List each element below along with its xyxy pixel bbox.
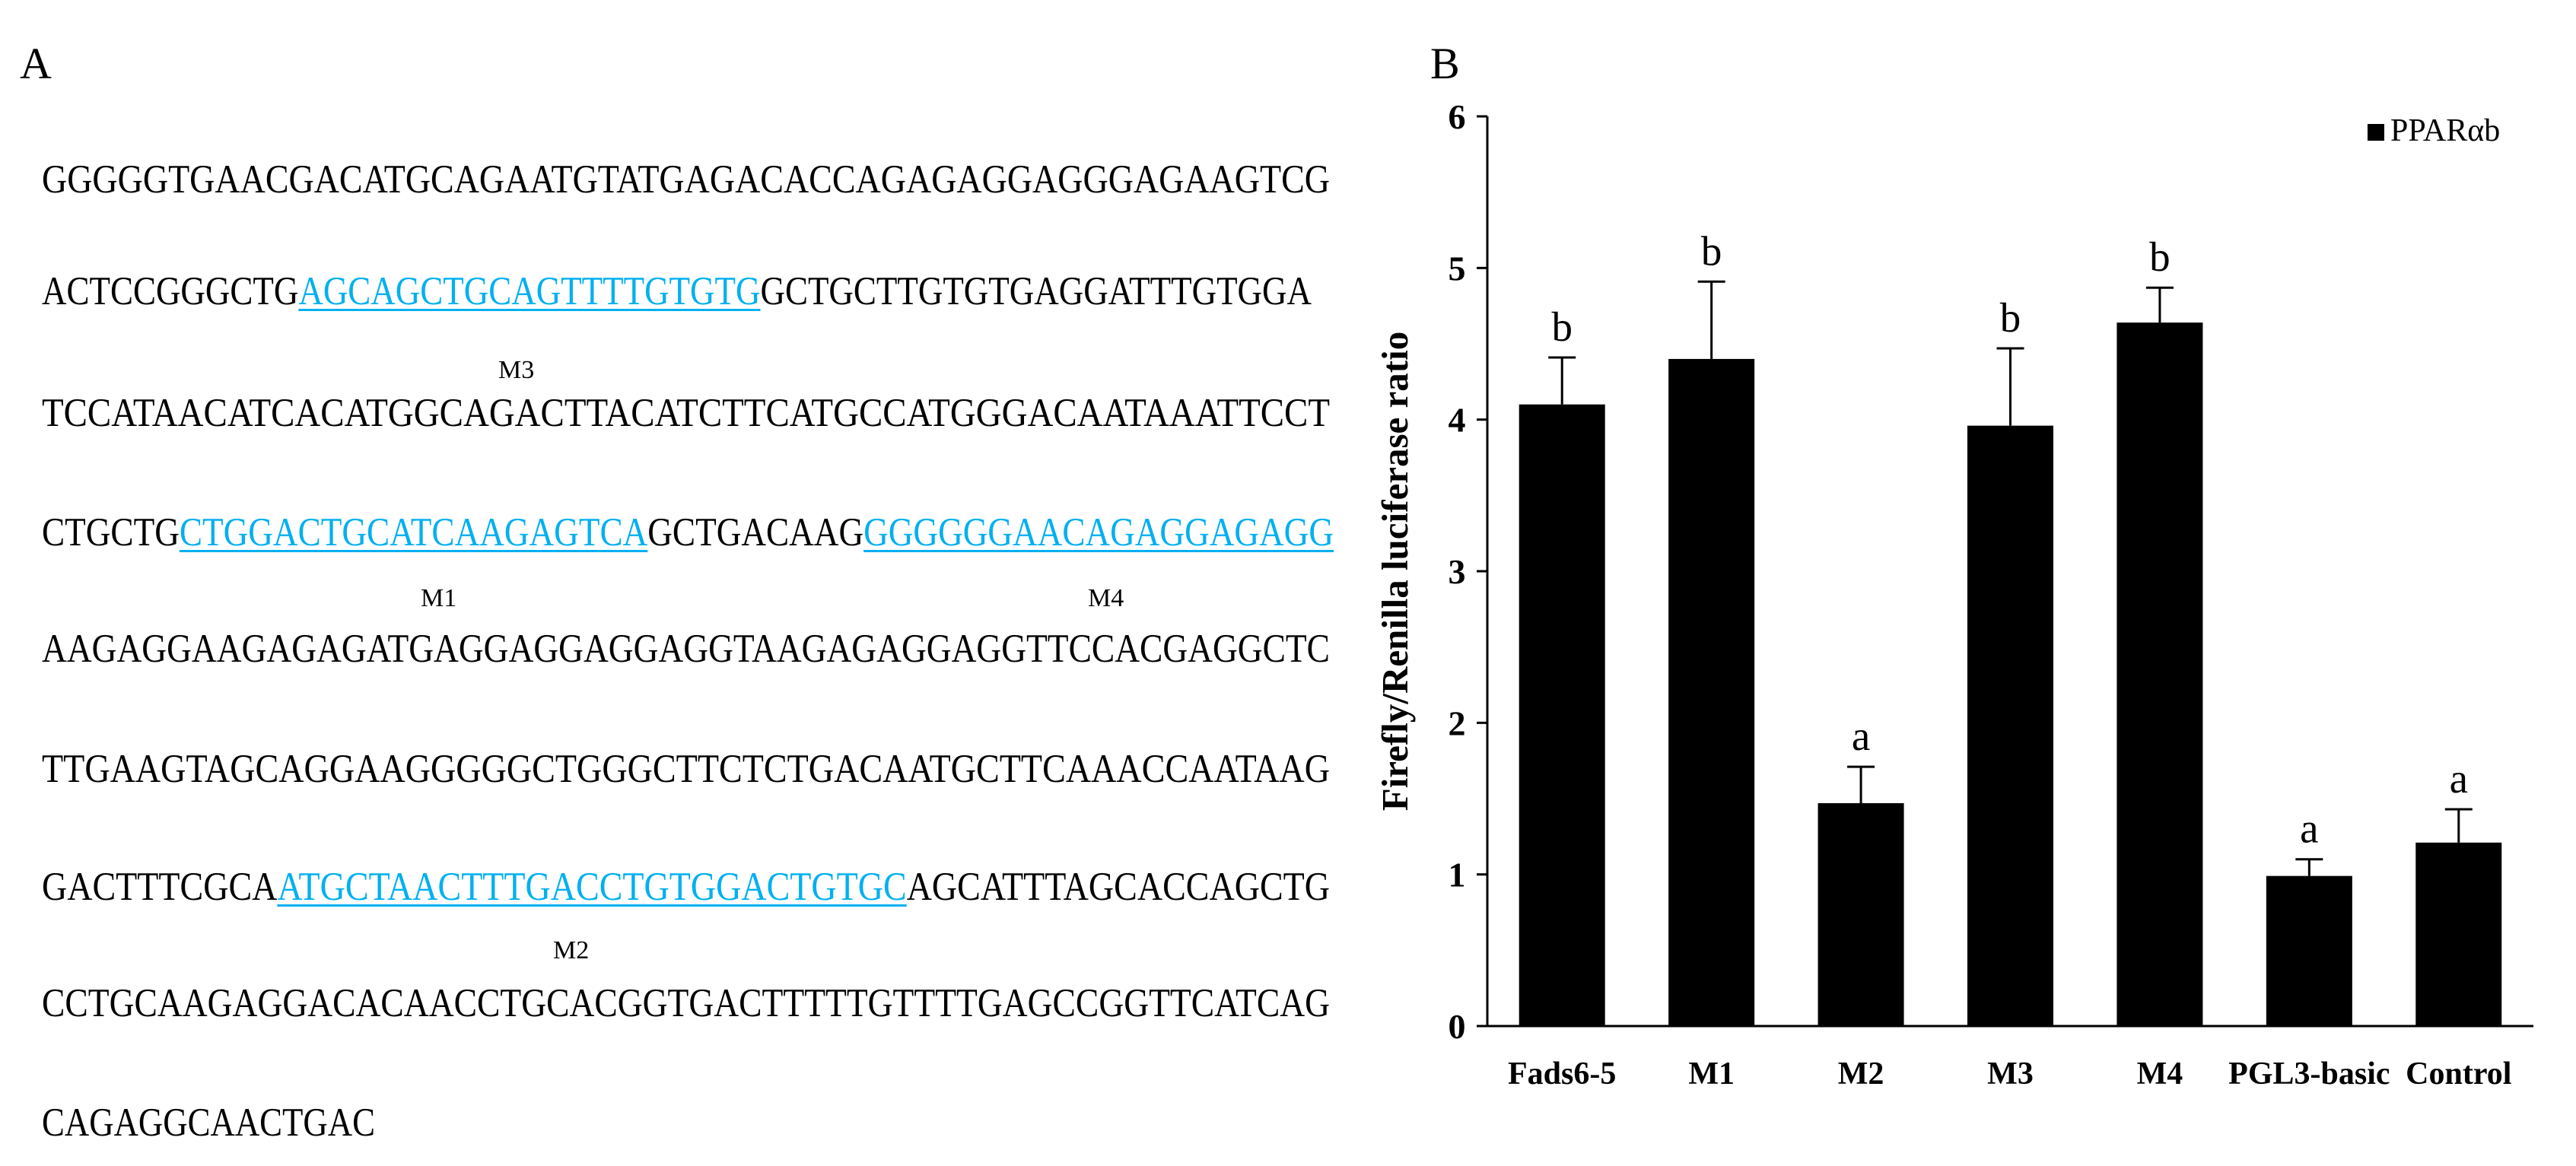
sequence-text: GACTTTCGCA (42, 865, 278, 909)
binding-site-sequence: CTGGACTGCATCAAGAGTCA (179, 510, 648, 554)
sequence-line: CAGAGGCAACTGAC (42, 1103, 375, 1143)
sequence-text: GCTGCTTGTGTGAGGATTTGTGGA (760, 269, 1312, 313)
significance-letter: a (1852, 713, 1870, 759)
significance-letter: a (2300, 805, 2318, 852)
site-label-m2: M2 (553, 936, 590, 964)
sequence-line: TTGAAGTAGCAGGAAGGGGGCTGGGCTTCTCTGACAATGC… (42, 749, 1330, 790)
bar-pgl3-basic (2266, 875, 2352, 1026)
sequence-line: GGGGGTGAACGACATGCAGAATGTATGAGACACCAGAGAG… (42, 160, 1330, 200)
sequence-text: CTGCTG (42, 510, 180, 554)
x-tick-label: Control (2406, 1056, 2511, 1091)
binding-site-sequence: AGCAGCTGCAGTTTTGTGTG (298, 269, 761, 313)
panel-a-letter: A (20, 39, 52, 88)
legend-label: PPARαb (2390, 113, 2500, 148)
y-tick-label: 4 (1449, 401, 1466, 440)
x-tick-label: Fads6-5 (1508, 1056, 1616, 1091)
sequence-line: ACTCCGGGCTGAGCAGCTGCAGTTTTGTGTGGCTGCTTGT… (42, 272, 1312, 312)
x-tick-label: M1 (1688, 1056, 1735, 1091)
sequence-text: ACTCCGGGCTG (42, 269, 299, 313)
bar-m2 (1818, 802, 1904, 1026)
x-tick-label: M2 (1838, 1056, 1884, 1091)
sequence-text: AGCATTTAGCACCAGCTG (906, 865, 1330, 909)
sequence-line: CTGCTGCTGGACTGCATCAAGAGTCAGCTGACAAGGGGGG… (42, 513, 1334, 553)
y-axis-title: Firefly/Renilla luciferase ratio (1374, 332, 1416, 811)
binding-site-sequence: GGGGGGAACAGAGGAGAGG (863, 510, 1334, 554)
site-label-m1: M1 (421, 584, 457, 612)
bar-control (2415, 842, 2502, 1026)
y-tick-label: 5 (1449, 249, 1466, 288)
bar-fads6-5 (1519, 404, 1605, 1026)
sequence-text: AAGAGGAAGAGAGATGAGGAGGAGGAGGTAAGAGAGGAGG… (42, 627, 1330, 671)
binding-site-sequence: ATGCTAACTTTGACCTGTGGACTGTGC (277, 865, 907, 909)
sequence-text: TCCATAACATCACATGGCAGACTTACATCTTCATGCCATG… (42, 391, 1330, 435)
sequence-line: TCCATAACATCACATGGCAGACTTACATCTTCATGCCATG… (42, 393, 1330, 434)
sequence-text: TTGAAGTAGCAGGAAGGGGGCTGGGCTTCTCTGACAATGC… (42, 747, 1330, 791)
sequence-line: CCTGCAAGAGGACACAACCTGCACGGTGACTTTTTGTTTT… (42, 983, 1330, 1024)
panel-a: A GGGGGTGAACGACATGCAGAATGTATGAGACACCAGAG… (20, 39, 1334, 1143)
sequence-text: GGGGGTGAACGACATGCAGAATGTATGAGACACCAGAGAG… (42, 157, 1330, 202)
sequence-line: GACTTTCGCAATGCTAACTTTGACCTGTGGACTGTGCAGC… (42, 867, 1330, 907)
y-tick-label: 1 (1449, 856, 1466, 894)
sequence-line: AAGAGGAAGAGAGATGAGGAGGAGGAGGTAAGAGAGGAGG… (42, 629, 1330, 669)
site-label-m3: M3 (498, 356, 535, 384)
sequence-text: CAGAGGCAACTGAC (42, 1101, 375, 1145)
bar-m3 (1967, 425, 2053, 1026)
y-tick-label: 6 (1449, 97, 1466, 136)
y-tick-label: 3 (1449, 552, 1466, 591)
bar-m1 (1668, 358, 1755, 1026)
significance-letter: b (1701, 227, 1722, 274)
site-label-m4: M4 (1088, 584, 1124, 612)
x-tick-label: M4 (2137, 1056, 2183, 1091)
significance-letter: b (1551, 303, 1573, 350)
y-tick-label: 2 (1449, 704, 1466, 742)
legend-swatch (2368, 124, 2384, 141)
significance-letter: b (2000, 294, 2021, 341)
panel-b-letter: B (1430, 39, 1460, 88)
bar-m4 (2116, 322, 2203, 1026)
x-tick-label: M3 (1987, 1056, 2034, 1091)
y-tick-label: 0 (1449, 1007, 1466, 1046)
significance-letter: a (2450, 755, 2468, 802)
sequence-text: GCTGACAAG (647, 510, 864, 554)
x-tick-label: PGL3-basic (2228, 1056, 2390, 1091)
sequence-text: CCTGCAAGAGGACACAACCTGCACGGTGACTTTTTGTTTT… (42, 981, 1330, 1025)
significance-letter: b (2149, 234, 2171, 280)
